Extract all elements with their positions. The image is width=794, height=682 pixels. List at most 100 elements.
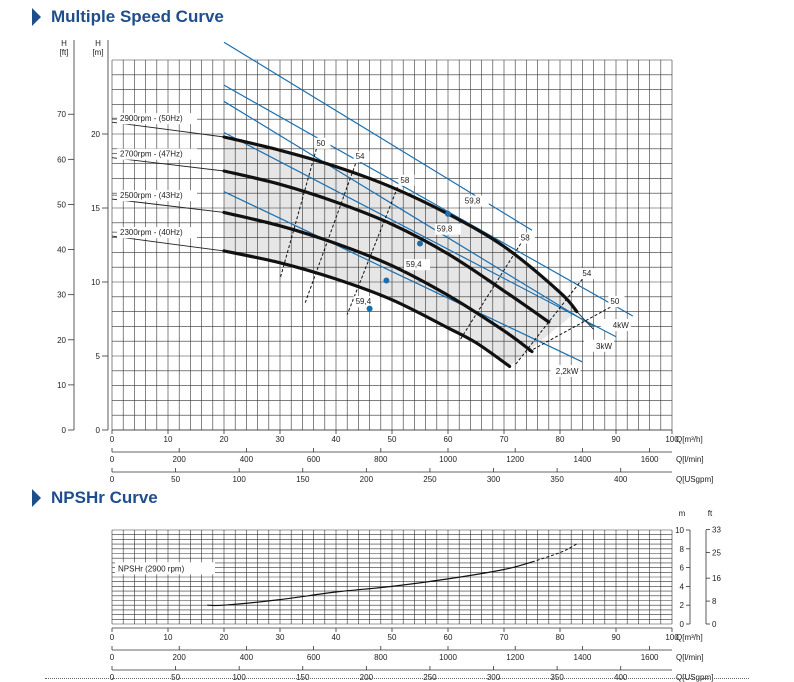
- npsh-xlabel-q: Q[m³/h]: [676, 633, 703, 642]
- speed-curve: [222, 135, 579, 314]
- series-label-bg: [117, 113, 197, 125]
- axis-label-h-m: H: [95, 39, 101, 48]
- npsh-tick-label-gpm: 0: [110, 673, 115, 682]
- power-line: [223, 191, 583, 363]
- tick-label-m: 20: [91, 130, 100, 139]
- speed-curve: [222, 169, 551, 324]
- bep-marker: [366, 305, 373, 312]
- tick-label-ft: 40: [57, 246, 66, 255]
- tick-label-npsh-ft: 8: [712, 597, 717, 606]
- tick-label-npsh-ft: 25: [712, 548, 721, 557]
- speed-tick-label-lpm: 1600: [641, 455, 659, 464]
- speed-tick-label-lpm: 1200: [506, 455, 524, 464]
- speed-tick-label-q: 70: [500, 435, 509, 444]
- chevron-right-icon: [32, 8, 41, 26]
- tick-label-npsh-m: 0: [680, 620, 685, 629]
- npsh-tick-label-lpm: 1600: [641, 653, 659, 662]
- efficiency-label: 59,4: [406, 260, 422, 269]
- efficiency-label: 50: [610, 297, 619, 306]
- npsh-tick-label-q: 90: [612, 633, 621, 642]
- speed-tick-label-lpm: 1000: [439, 455, 457, 464]
- efficiency-label-bg: [353, 296, 380, 308]
- efficiency-label: 58: [400, 176, 409, 185]
- speed-tick-label-q: 30: [276, 435, 285, 444]
- npsh-tick-label-q: 100: [665, 633, 679, 642]
- tick-label-ft: 50: [57, 200, 66, 209]
- tick-label-ft: 60: [57, 155, 66, 164]
- speed-xlabel-lpm: Q[l/min]: [676, 455, 704, 464]
- npsh-xlabel-gpm: Q[USgpm]: [676, 673, 713, 682]
- power-line: [223, 131, 617, 338]
- efficiency-label: 58: [521, 234, 530, 243]
- npsh-tick-label-lpm: 1200: [506, 653, 524, 662]
- efficiency-label-bg: [404, 259, 430, 271]
- tick-label-m: 10: [91, 278, 100, 287]
- speed-tick-label-lpm: 0: [110, 455, 115, 464]
- tick-label-m: 5: [96, 352, 101, 361]
- bep-marker: [445, 210, 451, 217]
- npsh-tick-label-gpm: 250: [423, 673, 437, 682]
- efficiency-label-bg: [434, 223, 461, 235]
- npsh-tick-label-gpm: 400: [614, 673, 628, 682]
- npsh-tick-label-lpm: 800: [374, 653, 388, 662]
- speed-xlabel-gpm: Q[USgpm]: [676, 475, 713, 484]
- tick-label-ft: 30: [57, 291, 66, 300]
- npsh-tick-label-lpm: 600: [307, 653, 321, 662]
- speed-tick-label-gpm: 150: [296, 475, 310, 484]
- npsh-tick-label-q: 40: [332, 633, 341, 642]
- efficiency-label: 50: [316, 139, 325, 148]
- speed-curve-tail: [576, 311, 594, 330]
- npsh-curve: [207, 561, 533, 607]
- tick-label-npsh-m: 10: [675, 526, 684, 535]
- speed-tick-label-q: 0: [110, 435, 115, 444]
- npsh-tick-label-lpm: 1400: [574, 653, 592, 662]
- tick-label-m: 0: [96, 426, 101, 435]
- bep-marker: [383, 277, 390, 284]
- npsh-tick-label-lpm: 1000: [439, 653, 457, 662]
- npsh-chart-title: NPSHr Curve: [51, 488, 158, 507]
- speed-tick-label-q: 20: [220, 435, 229, 444]
- speed-tick-label-lpm: 600: [307, 455, 321, 464]
- series-label-bg: [117, 148, 197, 160]
- npsh-tick-label-q: 10: [164, 633, 173, 642]
- series-label: 2700rpm - (47Hz): [120, 150, 183, 159]
- npsh-curve-dashed: [531, 543, 578, 563]
- speed-tick-label-q: 100: [665, 435, 679, 444]
- tick-label-npsh-m: 6: [680, 564, 685, 573]
- efficiency-label-bg: [353, 151, 370, 163]
- tick-label-npsh-ft: 0: [712, 620, 717, 629]
- series-label: 2300rpm - (40Hz): [120, 228, 183, 237]
- npsh-tick-label-q: 30: [276, 633, 285, 642]
- tick-label-ft: 10: [57, 381, 66, 390]
- efficiency-dash: [458, 243, 522, 342]
- npsh-tick-label-q: 80: [556, 633, 565, 642]
- speed-curve: [222, 210, 534, 354]
- series-label: 2900rpm - (50Hz): [120, 114, 183, 123]
- npsh-tick-label-q: 50: [388, 633, 397, 642]
- npsh-tick-label-q: 0: [110, 633, 115, 642]
- power-label-bg: [584, 339, 614, 352]
- npsh-grid: [111, 529, 673, 625]
- power-label-bg: [550, 364, 581, 377]
- tick-label-m: 15: [91, 204, 100, 213]
- tick-label-npsh-ft: 16: [712, 574, 721, 583]
- power-line-label: 4kW: [613, 321, 629, 330]
- series-label-bg: [117, 190, 197, 202]
- efficiency-label-bg: [462, 195, 489, 207]
- npsh-xlabel-lpm: Q[l/min]: [676, 653, 704, 662]
- speed-tick-label-lpm: 400: [240, 455, 254, 464]
- npsh-tick-label-gpm: 150: [296, 673, 310, 682]
- speed-tick-label-gpm: 300: [487, 475, 501, 484]
- tick-label-npsh-m: 8: [680, 545, 685, 554]
- speed-tick-label-gpm: 50: [171, 475, 180, 484]
- npsh-tick-label-gpm: 300: [487, 673, 501, 682]
- speed-section-header: Multiple Speed Curve: [32, 7, 224, 27]
- npsh-tick-label-gpm: 200: [360, 673, 374, 682]
- efficiency-label: 59,8: [465, 197, 481, 206]
- efficiency-label-bg: [580, 268, 597, 280]
- speed-tick-label-gpm: 350: [550, 475, 564, 484]
- axis-label-h-ft: H: [61, 39, 67, 48]
- speed-chart-title: Multiple Speed Curve: [51, 7, 224, 26]
- efficiency-label: 59,4: [356, 297, 372, 306]
- speed-tick-label-q: 60: [444, 435, 453, 444]
